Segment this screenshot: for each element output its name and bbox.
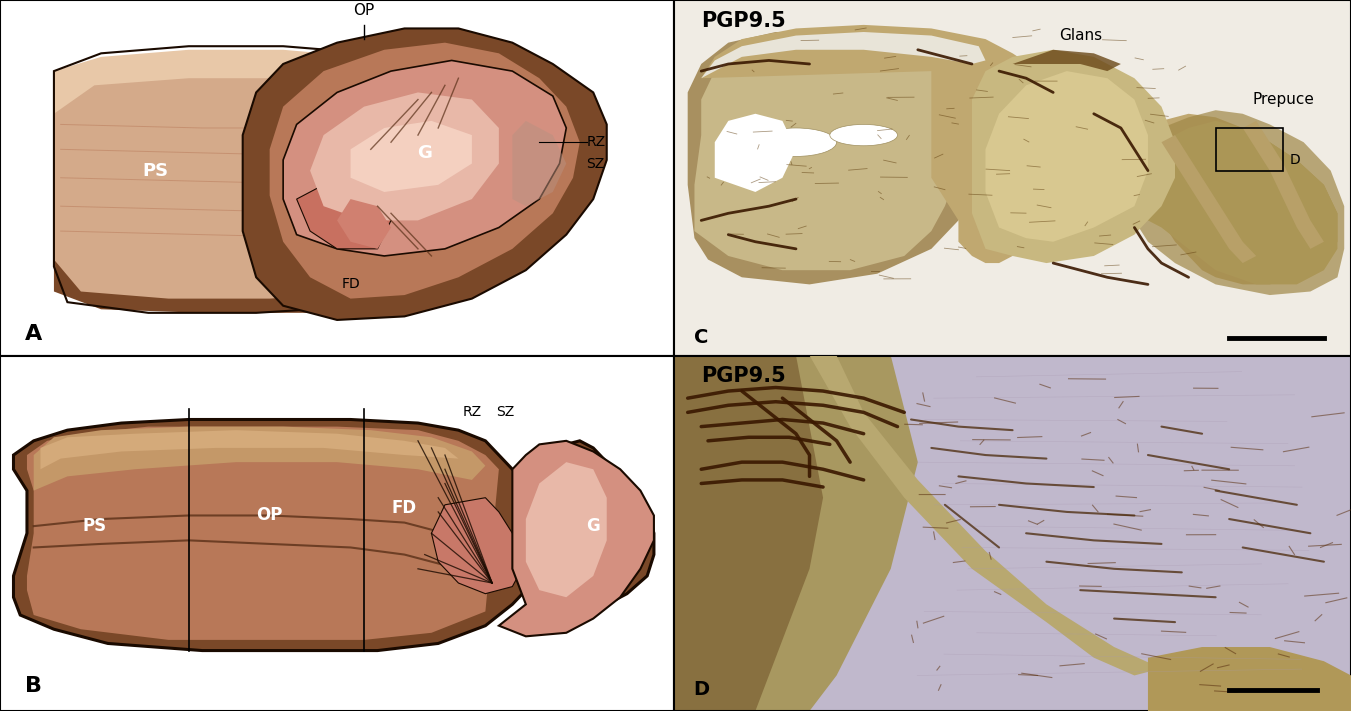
Text: B: B: [26, 676, 42, 696]
Text: Glans: Glans: [1059, 28, 1102, 43]
Polygon shape: [1013, 50, 1121, 71]
Text: RZ: RZ: [586, 135, 605, 149]
Text: A: A: [26, 324, 42, 344]
Ellipse shape: [830, 124, 897, 146]
Text: FD: FD: [342, 277, 359, 292]
Polygon shape: [297, 185, 390, 249]
Polygon shape: [27, 427, 499, 640]
Polygon shape: [41, 430, 458, 469]
Bar: [1216, 128, 1283, 171]
Polygon shape: [14, 419, 654, 651]
Text: OP: OP: [257, 506, 282, 525]
Polygon shape: [701, 32, 985, 78]
Text: PGP9.5: PGP9.5: [701, 366, 786, 386]
Text: G: G: [417, 144, 432, 162]
Text: D: D: [693, 680, 709, 699]
Text: G: G: [586, 517, 600, 535]
Text: PS: PS: [142, 161, 168, 180]
Polygon shape: [311, 92, 499, 220]
Text: PS: PS: [82, 517, 107, 535]
Polygon shape: [54, 57, 417, 299]
Polygon shape: [985, 71, 1148, 242]
Polygon shape: [499, 441, 654, 636]
Ellipse shape: [755, 128, 836, 156]
Text: PGP9.5: PGP9.5: [701, 11, 786, 31]
Polygon shape: [54, 50, 417, 114]
Polygon shape: [338, 199, 390, 249]
Polygon shape: [1135, 110, 1344, 295]
Polygon shape: [1162, 135, 1256, 263]
Polygon shape: [243, 28, 607, 320]
Polygon shape: [284, 60, 566, 256]
Text: C: C: [694, 328, 708, 347]
Polygon shape: [1148, 647, 1351, 711]
Polygon shape: [701, 25, 1337, 284]
Text: RZ: RZ: [462, 405, 481, 419]
Text: D: D: [1290, 153, 1301, 167]
Polygon shape: [54, 256, 417, 313]
Polygon shape: [512, 121, 566, 206]
Polygon shape: [270, 43, 580, 299]
Polygon shape: [526, 462, 607, 597]
Polygon shape: [809, 356, 1162, 675]
Text: SZ: SZ: [586, 156, 605, 171]
Polygon shape: [674, 356, 917, 711]
Polygon shape: [688, 32, 985, 284]
Polygon shape: [350, 121, 471, 192]
Text: OP: OP: [354, 3, 374, 18]
Polygon shape: [971, 50, 1175, 263]
Text: SZ: SZ: [496, 405, 515, 419]
Text: Prepuce: Prepuce: [1252, 92, 1315, 107]
Polygon shape: [715, 114, 796, 192]
Polygon shape: [34, 427, 485, 491]
Polygon shape: [431, 498, 526, 594]
Polygon shape: [1243, 121, 1324, 249]
Text: FD: FD: [392, 499, 417, 518]
Polygon shape: [1135, 121, 1337, 284]
Polygon shape: [674, 356, 823, 711]
Polygon shape: [694, 43, 971, 270]
